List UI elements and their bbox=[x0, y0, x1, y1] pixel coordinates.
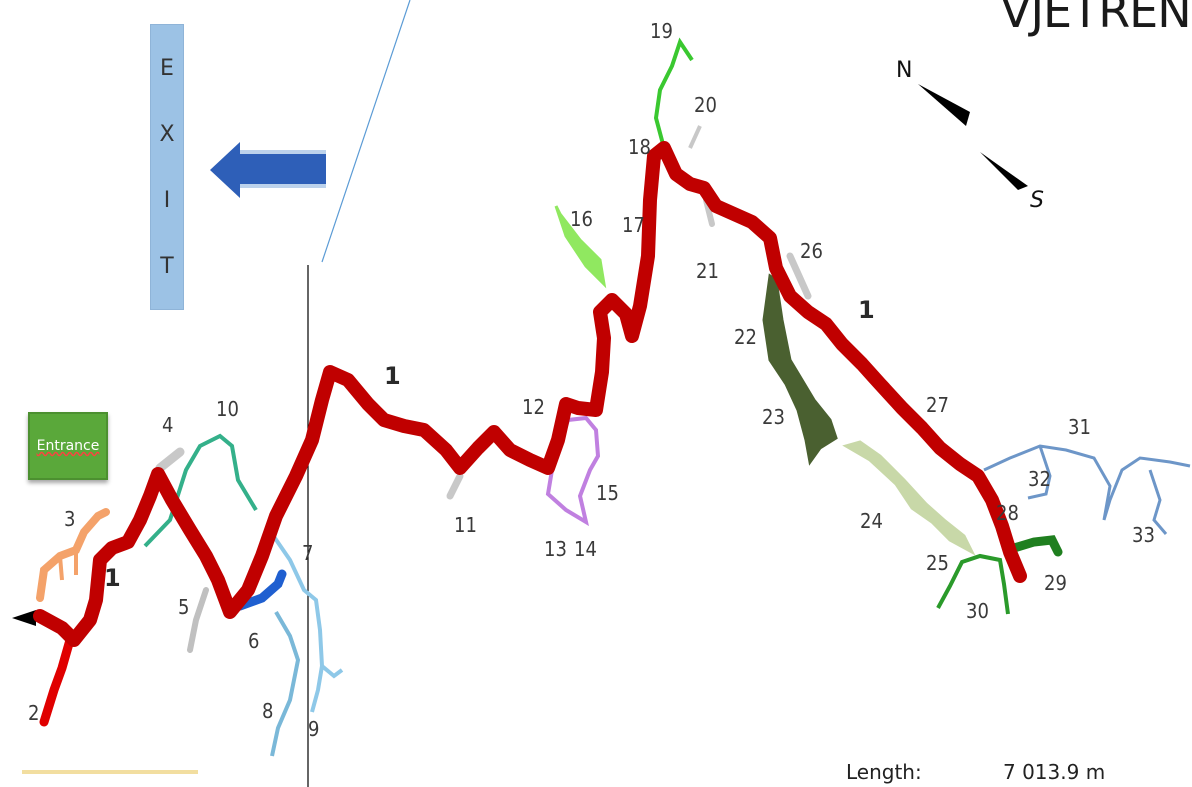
label-passage-32: 32 bbox=[1028, 467, 1051, 491]
label-passage-18: 18 bbox=[628, 135, 651, 159]
label-passage-26: 26 bbox=[800, 239, 823, 263]
label-passage-17: 17 bbox=[622, 213, 645, 237]
label-passage-24: 24 bbox=[860, 509, 883, 533]
label-passage-21: 21 bbox=[696, 259, 719, 283]
label-passage-1: 1 bbox=[858, 296, 875, 324]
passage-20 bbox=[688, 125, 702, 149]
label-passage-27: 27 bbox=[926, 393, 949, 417]
label-passage-20: 20 bbox=[694, 93, 717, 117]
label-passage-8: 8 bbox=[262, 699, 273, 723]
compass-arrow-icon bbox=[918, 84, 1028, 190]
passage-5 bbox=[187, 587, 209, 653]
exit-letter: E bbox=[160, 55, 174, 81]
exit-letter: T bbox=[160, 253, 174, 279]
label-passage-19: 19 bbox=[650, 19, 673, 43]
entrance-button[interactable]: Entrance bbox=[28, 412, 108, 480]
map-title: VJETRENIC bbox=[1000, 0, 1192, 38]
label-passage-16: 16 bbox=[570, 207, 593, 231]
survey-line bbox=[321, 0, 411, 263]
label-passage-1: 1 bbox=[104, 564, 121, 592]
passage-30 bbox=[936, 553, 1010, 615]
passage-8 bbox=[270, 610, 301, 757]
label-passage-7: 7 bbox=[302, 541, 313, 565]
label-passage-30: 30 bbox=[966, 599, 989, 623]
label-passage-11: 11 bbox=[454, 513, 477, 537]
main-passage bbox=[33, 141, 1027, 647]
passage-26 bbox=[786, 252, 812, 300]
exit-arrow-icon bbox=[210, 142, 326, 198]
passage-22-23 bbox=[762, 273, 838, 466]
label-passage-12: 12 bbox=[522, 395, 545, 419]
label-passage-31: 31 bbox=[1068, 415, 1091, 439]
compass-south-label: S bbox=[1030, 188, 1044, 213]
label-passage-6: 6 bbox=[248, 629, 259, 653]
entrance-marker-icon bbox=[12, 610, 36, 626]
passage-6 bbox=[235, 569, 287, 611]
exit-letter: X bbox=[159, 121, 175, 147]
label-passage-4: 4 bbox=[162, 413, 173, 437]
label-passage-33: 33 bbox=[1132, 523, 1155, 547]
passage-31-32-33 bbox=[983, 444, 1191, 535]
length-label: Length: bbox=[846, 760, 922, 784]
label-passage-15: 15 bbox=[596, 481, 619, 505]
label-passage-1: 1 bbox=[384, 362, 401, 390]
label-passage-25: 25 bbox=[926, 551, 949, 575]
compass-north-label: N bbox=[896, 58, 913, 83]
length-value: 7 013.9 m bbox=[1003, 760, 1106, 784]
label-passage-9: 9 bbox=[308, 717, 319, 741]
label-passage-10: 10 bbox=[216, 397, 239, 421]
label-passage-29: 29 bbox=[1044, 571, 1067, 595]
passage-7 bbox=[266, 526, 344, 679]
label-passage-5: 5 bbox=[178, 595, 189, 619]
entrance-label: Entrance bbox=[36, 438, 100, 454]
passage-4 bbox=[155, 447, 185, 473]
passage-19 bbox=[653, 37, 694, 149]
passage-16 bbox=[554, 205, 607, 289]
label-passage-3: 3 bbox=[64, 507, 75, 531]
label-passage-22: 22 bbox=[734, 325, 757, 349]
label-passage-2: 2 bbox=[28, 701, 39, 725]
label-passage-14: 14 bbox=[574, 537, 597, 561]
passage-2 bbox=[39, 635, 75, 727]
passage-29 bbox=[1009, 535, 1063, 557]
label-passage-28: 28 bbox=[996, 501, 1019, 525]
passage-3-branch bbox=[58, 550, 78, 581]
passage-13-14-15 bbox=[545, 415, 601, 527]
passage-24-25 bbox=[842, 440, 976, 556]
label-passage-13: 13 bbox=[544, 537, 567, 561]
passage-11 bbox=[446, 472, 464, 500]
label-passage-23: 23 bbox=[762, 405, 785, 429]
exit-sign: E X I T bbox=[150, 24, 184, 310]
passage-9 bbox=[310, 665, 324, 713]
scale-strip bbox=[22, 770, 198, 774]
exit-letter: I bbox=[163, 187, 171, 213]
